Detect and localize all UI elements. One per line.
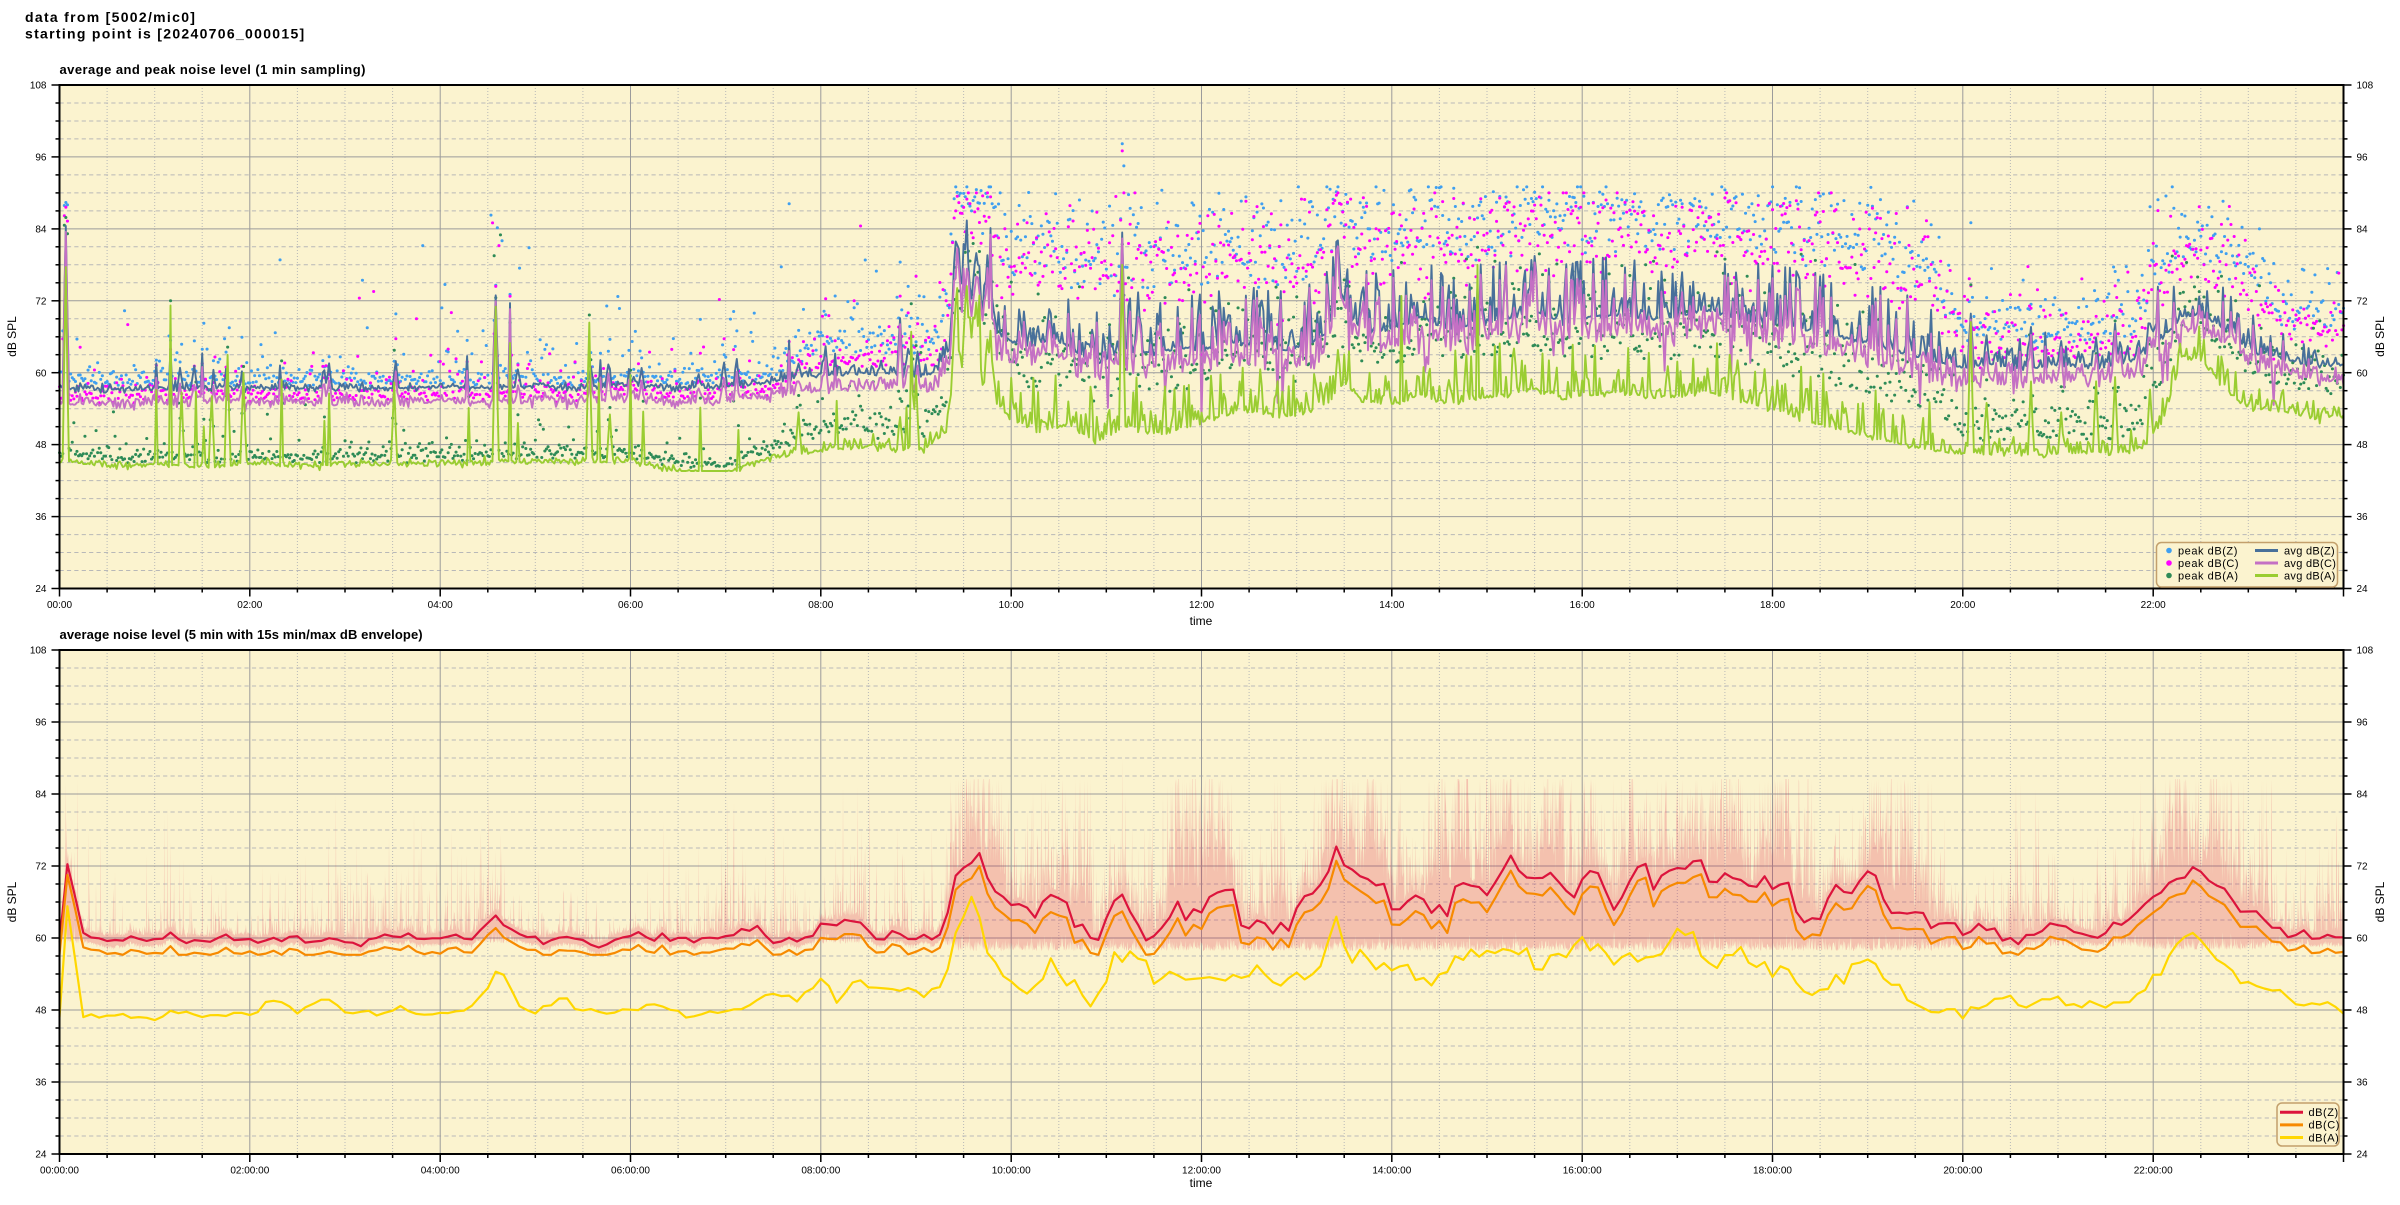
svg-text:dB SPL: dB SPL [2373,881,2387,922]
svg-text:starting point is [20240706_00: starting point is [20240706_000015] [25,26,306,42]
svg-text:84: 84 [2357,790,2369,801]
svg-text:08:00: 08:00 [808,600,833,611]
svg-text:96: 96 [35,718,47,729]
svg-text:48: 48 [35,1006,47,1017]
svg-text:data from [5002/mic0]: data from [5002/mic0] [25,9,196,25]
svg-text:06:00: 06:00 [618,600,643,611]
svg-text:96: 96 [35,153,47,164]
svg-text:04:00: 04:00 [428,600,453,611]
svg-text:48: 48 [2357,440,2369,451]
svg-text:10:00: 10:00 [999,600,1024,611]
svg-text:time: time [1190,614,1213,628]
svg-text:12:00: 12:00 [1189,600,1214,611]
svg-text:72: 72 [2357,296,2369,307]
svg-text:08:00:00: 08:00:00 [801,1166,840,1177]
svg-text:18:00: 18:00 [1760,600,1785,611]
svg-text:time: time [1190,1176,1213,1190]
svg-text:108: 108 [2357,81,2374,92]
svg-text:48: 48 [2357,1006,2369,1017]
svg-text:36: 36 [35,512,47,523]
svg-text:avg dB(A): avg dB(A) [2284,570,2336,582]
svg-text:48: 48 [35,440,47,451]
svg-text:10:00:00: 10:00:00 [992,1166,1031,1177]
svg-text:108: 108 [30,81,47,92]
svg-text:24: 24 [35,584,47,595]
svg-text:16:00:00: 16:00:00 [1563,1166,1602,1177]
svg-text:22:00: 22:00 [2141,600,2166,611]
svg-text:24: 24 [35,1150,47,1161]
svg-text:dB(A): dB(A) [2309,1132,2340,1144]
svg-text:18:00:00: 18:00:00 [1753,1166,1792,1177]
svg-text:36: 36 [2357,512,2369,523]
svg-text:60: 60 [35,368,47,379]
svg-text:02:00:00: 02:00:00 [230,1166,269,1177]
svg-text:96: 96 [2357,153,2369,164]
svg-text:108: 108 [2357,646,2374,657]
svg-text:dB SPL: dB SPL [2373,316,2387,357]
svg-text:84: 84 [35,225,47,236]
svg-text:04:00:00: 04:00:00 [421,1166,460,1177]
svg-text:peak dB(A): peak dB(A) [2178,570,2239,582]
svg-text:peak dB(Z): peak dB(Z) [2178,545,2238,557]
svg-text:avg dB(Z): avg dB(Z) [2284,545,2335,557]
svg-text:60: 60 [2357,934,2369,945]
svg-text:06:00:00: 06:00:00 [611,1166,650,1177]
svg-text:peak dB(C): peak dB(C) [2178,558,2239,570]
svg-text:72: 72 [2357,862,2369,873]
svg-text:20:00:00: 20:00:00 [1943,1166,1982,1177]
svg-text:24: 24 [2357,584,2369,595]
svg-text:12:00:00: 12:00:00 [1182,1166,1221,1177]
svg-text:16:00: 16:00 [1570,600,1595,611]
svg-text:72: 72 [35,862,47,873]
svg-text:dB SPL: dB SPL [5,316,19,357]
svg-text:dB(C): dB(C) [2309,1120,2340,1132]
svg-text:24: 24 [2357,1150,2369,1161]
svg-text:84: 84 [2357,225,2369,236]
svg-text:72: 72 [35,296,47,307]
svg-text:36: 36 [35,1078,47,1089]
svg-text:00:00:00: 00:00:00 [40,1166,79,1177]
svg-text:60: 60 [2357,368,2369,379]
svg-text:00:00: 00:00 [47,600,72,611]
svg-text:dB(Z): dB(Z) [2309,1107,2339,1119]
svg-text:20:00: 20:00 [1950,600,1975,611]
svg-text:avg dB(C): avg dB(C) [2284,558,2336,570]
svg-text:dB SPL: dB SPL [5,881,19,922]
svg-text:60: 60 [35,934,47,945]
svg-text:14:00: 14:00 [1379,600,1404,611]
svg-text:average and peak noise level (: average and peak noise level (1 min samp… [60,62,366,77]
svg-text:14:00:00: 14:00:00 [1372,1166,1411,1177]
svg-text:108: 108 [30,646,47,657]
svg-text:02:00: 02:00 [237,600,262,611]
svg-text:22:00:00: 22:00:00 [2134,1166,2173,1177]
svg-text:average noise level (5 min wit: average noise level (5 min with 15s min/… [60,627,423,642]
svg-text:36: 36 [2357,1078,2369,1089]
svg-text:84: 84 [35,790,47,801]
svg-text:96: 96 [2357,718,2369,729]
